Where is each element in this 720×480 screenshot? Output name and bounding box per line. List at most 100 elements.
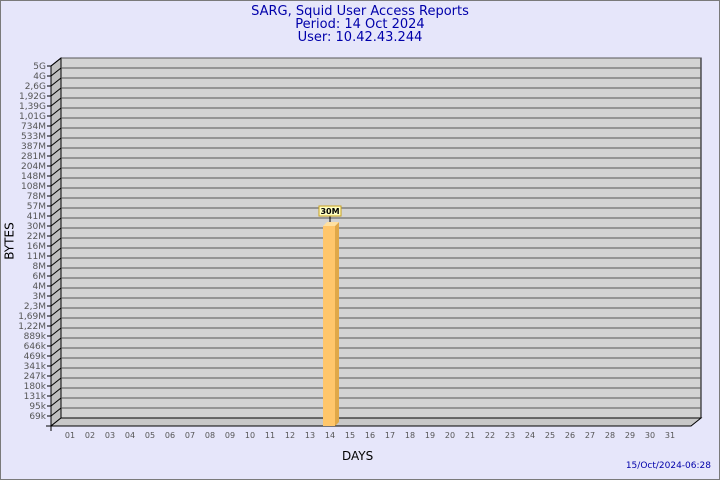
- y-tick-label: 533M: [21, 132, 46, 142]
- bar-label-box: [318, 205, 342, 217]
- gridline-diagonal: [50, 367, 62, 377]
- y-tick-label: 387M: [21, 142, 46, 152]
- y-tick-label: 57M: [27, 202, 46, 212]
- gridline-diagonal: [50, 397, 62, 407]
- gridline-diagonal: [50, 157, 62, 167]
- gridline-diagonal: [50, 167, 62, 177]
- gridline-diagonal: [50, 317, 62, 327]
- x-tick-label: 06: [165, 431, 175, 440]
- y-tick-label: 148M: [21, 172, 46, 182]
- gridline-diagonal: [50, 127, 62, 137]
- x-tick-label: 17: [385, 431, 395, 440]
- bar-side: [335, 222, 339, 426]
- gridline-diagonal: [50, 137, 62, 147]
- gridline-diagonal: [50, 257, 62, 267]
- y-tick-label: 180k: [24, 382, 47, 392]
- gridline-diagonal: [50, 297, 62, 307]
- x-tick-label: 26: [565, 431, 575, 440]
- gridline-diagonal: [50, 67, 62, 77]
- y-tick-label: 95k: [29, 402, 46, 412]
- gridline-diagonal: [50, 237, 62, 247]
- x-tick-label: 19: [425, 431, 435, 440]
- y-tick-label: 2,3M: [24, 302, 46, 312]
- plot-floor: [49, 417, 703, 427]
- x-tick-label: 03: [105, 431, 115, 440]
- x-tick-label: 22: [485, 431, 495, 440]
- x-tick-label: 09: [225, 431, 235, 440]
- gridline-diagonal: [50, 327, 62, 337]
- x-tick-label: 20: [445, 431, 455, 440]
- x-tick-label: 14: [325, 431, 335, 440]
- x-tick-label: 07: [185, 431, 195, 440]
- x-tick-label: 08: [205, 431, 215, 440]
- gridline-diagonal: [50, 207, 62, 217]
- y-tick-label: 2,6G: [25, 82, 46, 92]
- x-tick-label: 10: [245, 431, 255, 440]
- y-tick-label: 469k: [24, 352, 47, 362]
- y-tick-label: 4M: [33, 282, 47, 292]
- gridline-diagonal: [50, 197, 62, 207]
- y-tick-label: 646k: [24, 342, 47, 352]
- x-tick-label: 29: [625, 431, 635, 440]
- gridline-diagonal: [50, 357, 62, 367]
- y-tick-label: 734M: [21, 122, 46, 132]
- x-tick-label: 23: [505, 431, 515, 440]
- y-tick-label: 11M: [27, 252, 46, 262]
- gridline-diagonal: [50, 347, 62, 357]
- gridline-diagonal: [50, 307, 62, 317]
- y-tick-label: 41M: [27, 212, 46, 222]
- y-tick-label: 78M: [27, 192, 46, 202]
- gridline-diagonal: [50, 407, 62, 417]
- x-tick-label: 24: [525, 431, 535, 440]
- x-tick-label: 11: [265, 431, 275, 440]
- gridline-diagonal: [50, 97, 62, 107]
- y-tick-label: 108M: [21, 182, 46, 192]
- gridline-diagonal: [50, 87, 62, 97]
- gridline-diagonal: [50, 217, 62, 227]
- y-tick-label: 1,01G: [19, 112, 46, 122]
- x-tick-label: 30: [645, 431, 655, 440]
- y-tick-label: 281M: [21, 152, 46, 162]
- gridline-diagonal: [50, 247, 62, 257]
- gridline-diagonal: [50, 117, 62, 127]
- x-tick-label: 13: [305, 431, 315, 440]
- y-tick-label: 204M: [21, 162, 46, 172]
- x-tick-label: 21: [465, 431, 475, 440]
- y-tick-label: 6M: [33, 272, 47, 282]
- x-axis-label: DAYS: [342, 449, 374, 463]
- y-tick-label: 131k: [24, 392, 47, 402]
- bar-day-14: [323, 226, 335, 426]
- y-tick-label: 3M: [33, 292, 47, 302]
- y-tick-label: 247k: [24, 372, 47, 382]
- x-tick-label: 15: [345, 431, 355, 440]
- y-tick-label: 69k: [29, 412, 46, 422]
- y-tick-label: 341k: [24, 362, 47, 372]
- x-tick-label: 12: [285, 431, 295, 440]
- gridline-diagonal: [50, 227, 62, 237]
- x-tick-label: 18: [405, 431, 415, 440]
- x-tick-label: 01: [65, 431, 75, 440]
- x-tick-label: 16: [365, 431, 375, 440]
- gridline-diagonal: [50, 57, 62, 67]
- y-tick-label: 1,92G: [19, 92, 46, 102]
- y-tick-label: 1,22M: [18, 322, 46, 332]
- chart-user: User: 10.42.43.244: [297, 30, 423, 45]
- gridline-diagonal: [50, 387, 62, 397]
- gridline-diagonal: [50, 147, 62, 157]
- y-tick-label: 22M: [27, 232, 46, 242]
- x-tick-label: 28: [605, 431, 615, 440]
- gridline-diagonal: [50, 377, 62, 387]
- y-tick-label: 30M: [27, 222, 46, 232]
- gridline-diagonal: [50, 287, 62, 297]
- x-tick-label: 27: [585, 431, 595, 440]
- gridline-diagonal: [50, 267, 62, 277]
- x-tick-label: 25: [545, 431, 555, 440]
- y-tick-label: 1,69M: [18, 312, 46, 322]
- x-tick-label: 31: [665, 431, 675, 440]
- gridline-diagonal: [50, 107, 62, 117]
- gridline-diagonal: [50, 337, 62, 347]
- gridline-diagonal: [50, 277, 62, 287]
- x-tick-label: 05: [145, 431, 155, 440]
- y-tick-label: 1,39G: [19, 102, 46, 112]
